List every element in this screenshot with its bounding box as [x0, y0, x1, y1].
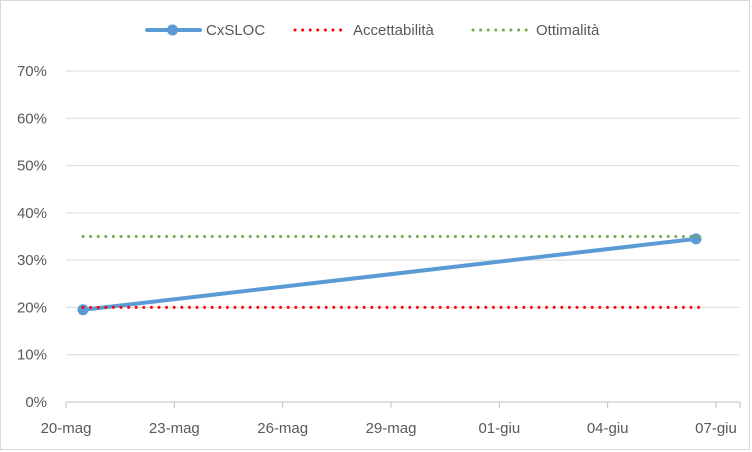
data-point-marker [77, 304, 89, 316]
y-tick-label: 50% [17, 158, 47, 175]
y-tick-label: 30% [17, 252, 47, 269]
gridlines [66, 70, 740, 356]
x-tick-label: 01-giu [478, 420, 520, 437]
y-tick-label: 10% [17, 347, 47, 364]
series-line-cxsloc [81, 236, 698, 312]
legend-item-ottimalit-: Ottimalità [471, 22, 600, 39]
legend: CxSLOC Accettabilità Ottimalità [145, 22, 600, 39]
y-tick-label: 60% [17, 110, 47, 127]
x-tick-label: 26-mag [257, 420, 308, 437]
x-tick-label: 23-mag [149, 420, 200, 437]
legend-item-accettabilit-: Accettabilità [293, 22, 435, 39]
y-tick-label: 40% [17, 205, 47, 222]
data-point-marker [690, 233, 702, 245]
series-lines [77, 233, 706, 316]
legend-label: CxSLOC [206, 22, 265, 39]
y-tick-label: 0% [25, 394, 47, 411]
y-axis-tick-labels: 0% 10% 20% 30% 40% 50% 60% 70% [17, 63, 47, 411]
legend-label: Accettabilità [353, 22, 435, 39]
legend-item-cxsloc: CxSLOC [145, 22, 265, 39]
y-tick-label: 70% [17, 63, 47, 80]
x-tick-label: 07-giu [695, 420, 737, 437]
x-tick-label: 29-mag [366, 420, 417, 437]
x-tick-label: 20-mag [41, 420, 92, 437]
x-tick-label: 04-giu [587, 420, 629, 437]
y-tick-label: 20% [17, 299, 47, 316]
x-axis [65, 401, 741, 408]
legend-marker [167, 24, 178, 36]
x-axis-tick-labels: 20-mag 23-mag 26-mag 29-mag 01-giu 04-giu 07-g… [41, 420, 737, 437]
legend-label: Ottimalità [536, 22, 600, 39]
